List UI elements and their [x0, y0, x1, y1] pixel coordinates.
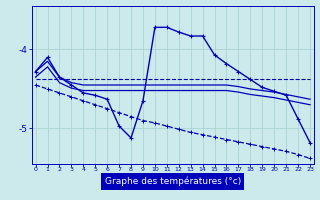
X-axis label: Graphe des températures (°c): Graphe des températures (°c): [105, 177, 241, 186]
